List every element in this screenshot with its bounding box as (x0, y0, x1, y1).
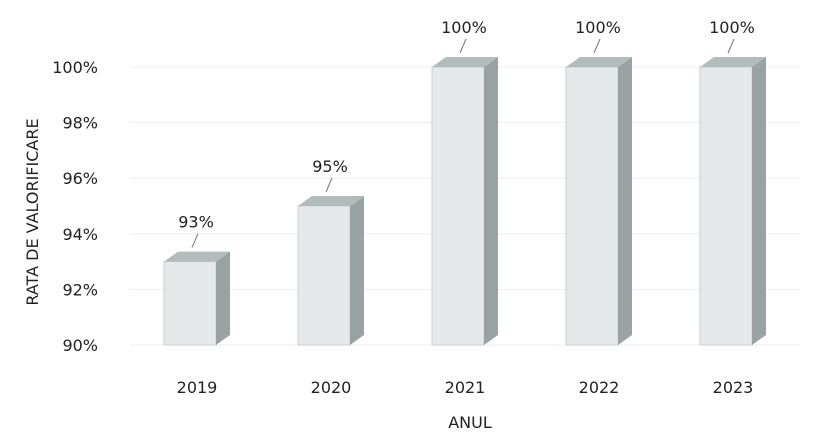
bar-top (164, 251, 230, 262)
data-label-leader (727, 38, 735, 54)
bar-2021 (431, 57, 498, 346)
y-axis-ticks: 90% 92% 94% 96% 98% 100% (52, 58, 98, 355)
y-tick-label: 90% (62, 336, 98, 355)
x-tick-label: 2023 (713, 378, 754, 397)
bar-front (163, 261, 217, 346)
y-tick-label: 92% (62, 280, 98, 299)
x-tick-label: 2019 (177, 378, 218, 397)
data-label-leader (593, 38, 601, 54)
bar-side (216, 251, 230, 345)
bar-top (700, 57, 766, 67)
bar-2023 (699, 57, 766, 346)
data-label: 93% (178, 213, 214, 232)
bar-front (699, 66, 753, 346)
x-tick-label: 2021 (445, 378, 486, 397)
bar-side (350, 196, 364, 345)
bar-front (431, 66, 485, 346)
bar-2020 (297, 196, 364, 346)
data-label: 100% (709, 18, 755, 37)
data-label: 95% (312, 157, 348, 176)
data-labels: 93% 95% 100% 100% 100% (178, 18, 755, 248)
data-label-leader (325, 177, 333, 193)
bars (163, 57, 766, 346)
x-tick-label: 2020 (311, 378, 352, 397)
bar-side (752, 57, 766, 345)
bar-side (484, 57, 498, 345)
x-axis-title: ANUL (448, 413, 492, 432)
y-tick-label: 96% (62, 169, 98, 188)
x-axis-ticks: 2019 2020 2021 2022 2023 (177, 378, 754, 397)
data-label: 100% (441, 18, 487, 37)
y-tick-label: 100% (52, 58, 98, 77)
data-label-leader (191, 233, 199, 248)
y-axis-title: RATA DE VALORIFICARE (23, 118, 42, 305)
bar-front (297, 205, 351, 346)
x-tick-label: 2022 (579, 378, 620, 397)
y-tick-label: 98% (62, 114, 98, 133)
bar-top (432, 57, 498, 67)
bar-front (565, 66, 619, 346)
data-label-leader (459, 38, 467, 54)
bar-2019 (163, 251, 230, 346)
bar-2022 (565, 57, 632, 346)
bar-top (298, 196, 364, 206)
bar-side (618, 57, 632, 345)
bar-top (566, 57, 632, 67)
y-tick-label: 94% (62, 225, 98, 244)
data-label: 100% (575, 18, 621, 37)
